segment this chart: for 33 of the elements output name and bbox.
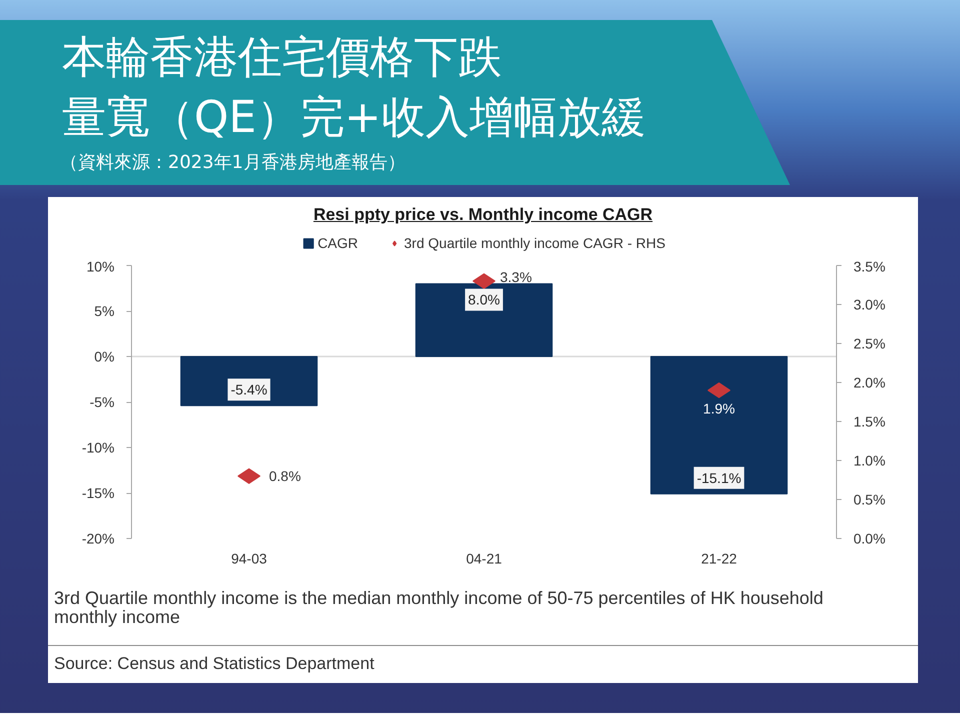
y2-tick-label: 3.5% bbox=[854, 258, 886, 274]
data-label: 0.8% bbox=[269, 468, 301, 484]
y-tick-label: -10% bbox=[82, 440, 115, 456]
legend-label: CAGR bbox=[318, 235, 358, 251]
y2-tick-label: 0.5% bbox=[854, 492, 886, 508]
legend-label: 3rd Quartile monthly income CAGR - RHS bbox=[404, 235, 666, 251]
data-label: 8.0% bbox=[468, 292, 500, 308]
y-tick-label: -5% bbox=[90, 394, 115, 410]
y2-tick-label: 1.5% bbox=[854, 414, 886, 430]
chart-subtitle: 量寬（QE）完+收入增幅放緩 bbox=[62, 92, 646, 143]
x-tick-label: 94-03 bbox=[231, 550, 268, 566]
y-tick-label: -15% bbox=[82, 485, 115, 501]
y-tick-label: 0% bbox=[94, 348, 114, 364]
y2-tick-label: 1.0% bbox=[854, 452, 886, 468]
data-label: -5.4% bbox=[230, 382, 268, 398]
data-label: 3.3% bbox=[500, 269, 532, 286]
text: 3rd Quartile monthly income is the median monthly income of 50-75 percentiles of HK household monthly income bbox=[53, 587, 824, 627]
data-label: -15.1% bbox=[696, 470, 742, 486]
y-tick-label: -20% bbox=[82, 530, 115, 546]
text: （資料來源：2023年1月香港房地產報告） bbox=[60, 151, 406, 175]
text: Resi ppty price vs. Monthly income CAGR bbox=[312, 204, 654, 226]
source-note: Source: Census and Statistics Department bbox=[54, 654, 374, 674]
y-tick-label: 10% bbox=[86, 258, 115, 274]
y-tick-label: 5% bbox=[94, 303, 114, 319]
y2-tick-label: 0.0% bbox=[854, 530, 886, 546]
chart-title: 本輪香港住宅價格下跌 bbox=[62, 32, 502, 83]
y2-tick-label: 2.5% bbox=[854, 336, 886, 352]
y2-tick-label: 2.0% bbox=[854, 374, 886, 390]
y2-tick-label: 3.0% bbox=[854, 296, 886, 312]
x-tick-label: 21-22 bbox=[701, 550, 738, 566]
point bbox=[708, 382, 730, 398]
x-tick-label: 04-21 bbox=[466, 550, 502, 566]
data-label: 1.9% bbox=[703, 400, 735, 416]
